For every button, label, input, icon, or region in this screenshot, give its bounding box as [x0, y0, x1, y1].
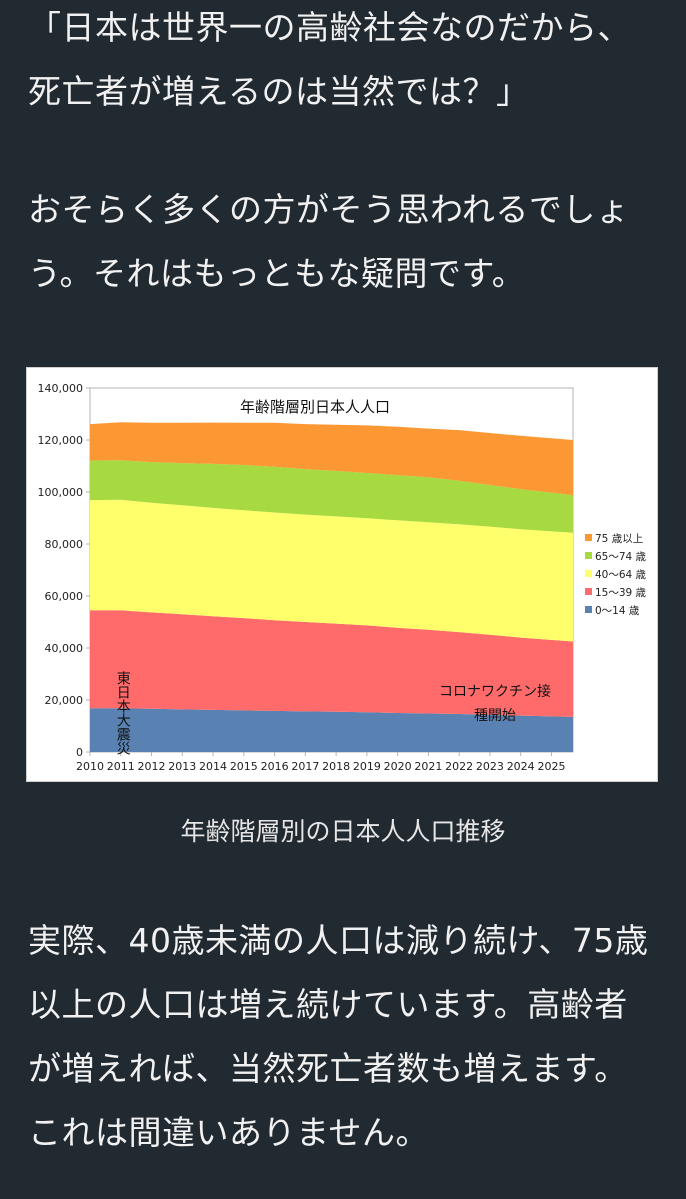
legend-swatch-4	[585, 606, 592, 613]
legend-label-0: 75 歳以上	[595, 533, 643, 545]
x-tick-label: 2023	[476, 760, 504, 773]
annotation-vaccine-line-2: 種開始	[474, 708, 516, 724]
annotation-vaccine-line-1: コロナワクチン接	[439, 683, 551, 700]
legend-label-4: 0～14 歳	[595, 605, 640, 617]
x-tick-label: 2025	[537, 760, 565, 773]
legend-label-2: 40～64 歳	[595, 569, 647, 581]
legend-swatch-2	[585, 570, 592, 577]
x-tick-label: 2020	[384, 760, 412, 773]
intro-question: 「日本は世界一の高齢社会なのだから、 死亡者が増えるのは当然では？」	[28, 0, 631, 124]
x-tick-label: 2022	[445, 760, 473, 773]
x-tick-label: 2011	[107, 760, 135, 773]
chart-svg: 0 20,000 40,000 60,000 80,000 100,000 120,000 1…	[38, 382, 647, 773]
y-tick-label: 140,000	[38, 382, 84, 395]
paragraph-2-line-3: が増えれば、当然死亡者数も増えます。	[28, 1049, 628, 1088]
paragraph-1-line-2: う。それはもっともな疑問です。	[28, 254, 526, 293]
area-series-2	[90, 499, 573, 642]
y-tick-label: 120,000	[38, 434, 84, 447]
legend-swatch-3	[585, 588, 592, 595]
x-tick-label: 2021	[414, 760, 442, 773]
y-tick-label: 40,000	[45, 642, 84, 655]
y-tick-label: 20,000	[45, 694, 84, 707]
x-tick-label: 2015	[230, 760, 258, 773]
y-tick-label: 100,000	[38, 486, 84, 499]
x-tick-label: 2012	[138, 760, 166, 773]
x-tick-label: 2013	[168, 760, 196, 773]
x-tick-label: 2017	[291, 760, 319, 773]
x-tick-label: 2016	[261, 760, 289, 773]
x-tick-label: 2024	[507, 760, 535, 773]
legend-swatch-1	[585, 552, 592, 559]
paragraph-2-line-2: 以上の人口は増え続けています。高齢者	[28, 985, 628, 1024]
y-tick-label: 60,000	[45, 590, 84, 603]
chart-title: 年齢階層別日本人人口	[240, 398, 390, 416]
intro-line-2: 死亡者が増えるのは当然では？」	[28, 72, 530, 111]
x-tick-label: 2018	[322, 760, 350, 773]
legend-label-3: 15～39 歳	[595, 587, 647, 599]
y-tick-label: 0	[76, 746, 83, 759]
paragraph-1: おそらく多くの方がそう思われるでしょ う。それはもっともな疑問です。	[28, 178, 629, 306]
area-series-3	[90, 460, 573, 533]
paragraph-2-line-4: これは間違いありません。	[28, 1113, 430, 1152]
population-chart: 0 20,000 40,000 60,000 80,000 100,000 120,000 1…	[26, 367, 658, 782]
area-series-4	[90, 422, 573, 496]
legend-label-1: 65～74 歳	[595, 551, 647, 563]
paragraph-2: 実際、40歳未満の人口は減り続け、75歳 以上の人口は増え続けています。高齢者 …	[28, 909, 648, 1165]
annotation-earthquake: 東日本大震災	[115, 671, 131, 755]
chart-caption: 年齢階層別の日本人人口推移	[180, 817, 506, 846]
x-tick-label: 2014	[199, 760, 227, 773]
y-tick-label: 80,000	[45, 538, 84, 551]
paragraph-2-line-1: 実際、40歳未満の人口は減り続け、75歳	[28, 921, 649, 960]
x-tick-label: 2010	[76, 760, 104, 773]
paragraph-1-line-1: おそらく多くの方がそう思われるでしょ	[28, 190, 630, 229]
x-tick-label: 2019	[353, 760, 381, 773]
legend-swatch-0	[585, 534, 592, 541]
area-series-0	[90, 708, 573, 752]
intro-line-1: 「日本は世界一の高齢社会なのだから、	[28, 8, 631, 47]
area-series-1	[90, 610, 573, 717]
